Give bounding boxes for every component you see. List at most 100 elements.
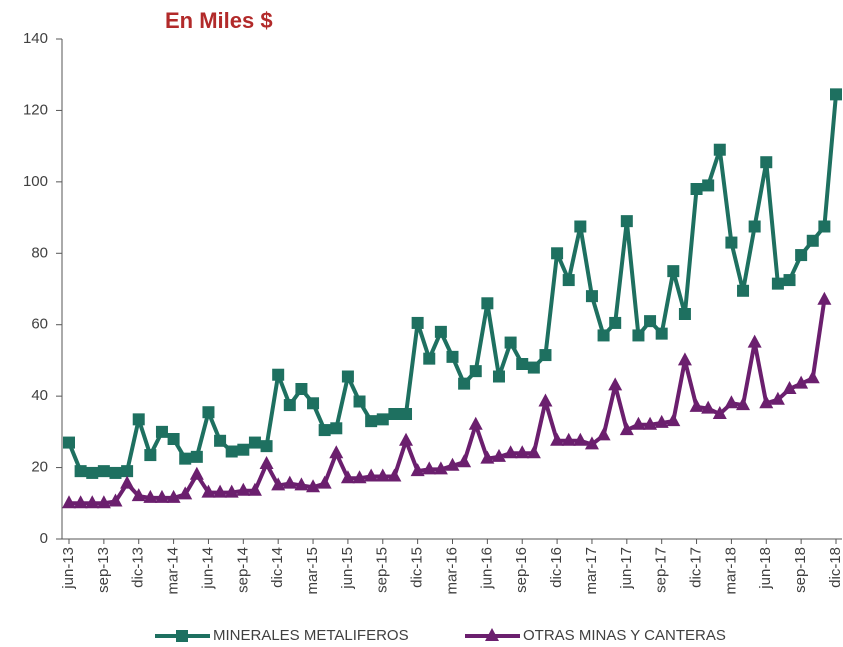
marker	[63, 436, 75, 449]
marker	[271, 477, 286, 491]
marker	[701, 400, 716, 414]
marker	[770, 391, 785, 405]
marker	[644, 315, 657, 328]
marker	[725, 236, 738, 249]
x-tick-label: mar-17	[583, 547, 600, 595]
x-tick-label: dic-17	[688, 547, 705, 588]
marker	[62, 495, 76, 509]
marker	[422, 461, 437, 475]
y-tick-label: 20	[31, 459, 48, 476]
x-tick-label: dic-15	[409, 547, 426, 588]
marker	[237, 443, 250, 456]
marker	[144, 449, 157, 462]
legend-label: MINERALES METALIFEROS	[213, 627, 409, 644]
marker	[667, 265, 680, 278]
marker	[445, 457, 460, 471]
marker	[492, 370, 505, 383]
marker	[677, 352, 692, 366]
marker	[596, 427, 611, 441]
marker	[120, 475, 135, 489]
marker	[713, 143, 726, 156]
marker	[481, 297, 494, 310]
marker	[132, 413, 145, 426]
marker	[515, 445, 530, 459]
y-tick-label: 100	[23, 173, 48, 190]
marker	[143, 489, 158, 503]
marker	[307, 397, 320, 410]
marker	[702, 179, 715, 192]
marker	[190, 450, 203, 463]
marker	[86, 466, 99, 479]
marker	[329, 445, 344, 459]
marker	[214, 434, 227, 447]
marker	[503, 445, 518, 459]
marker	[585, 290, 598, 303]
marker	[584, 436, 599, 450]
marker	[434, 325, 447, 338]
marker	[108, 493, 123, 507]
marker	[179, 452, 192, 465]
y-tick-label: 40	[31, 387, 48, 404]
marker	[620, 215, 633, 228]
marker	[690, 183, 703, 195]
marker	[155, 425, 168, 438]
marker	[689, 398, 704, 412]
marker	[516, 358, 529, 370]
marker	[666, 413, 681, 427]
marker	[260, 440, 273, 453]
marker	[318, 424, 331, 437]
marker	[609, 316, 622, 329]
x-tick-label: sep-18	[792, 547, 809, 593]
x-tick-label: jun-18	[757, 547, 774, 590]
marker	[294, 477, 309, 491]
marker	[85, 495, 100, 509]
x-tick-label: dic-18	[827, 547, 843, 588]
marker	[97, 465, 110, 478]
marker	[655, 327, 668, 340]
x-tick-label: mar-15	[304, 547, 321, 595]
marker	[539, 349, 552, 362]
marker	[330, 422, 343, 435]
marker	[526, 445, 541, 459]
marker	[96, 495, 111, 509]
marker	[306, 479, 321, 493]
marker	[340, 470, 355, 484]
marker	[201, 484, 216, 498]
marker	[480, 450, 495, 464]
marker	[109, 466, 122, 479]
marker	[259, 456, 274, 469]
marker	[178, 486, 193, 500]
marker	[759, 395, 774, 409]
marker	[551, 247, 564, 260]
marker	[121, 465, 134, 478]
marker	[643, 416, 658, 430]
marker	[794, 375, 809, 389]
x-tick-label: mar-18	[722, 547, 739, 595]
y-tick-label: 140	[23, 30, 48, 47]
marker	[364, 468, 379, 482]
marker	[224, 484, 239, 498]
marker	[341, 370, 354, 383]
x-tick-label: jun-17	[618, 547, 635, 590]
marker	[74, 465, 87, 478]
marker	[491, 448, 506, 462]
marker	[468, 416, 483, 430]
marker	[365, 415, 378, 428]
marker	[236, 482, 251, 496]
marker	[748, 220, 761, 233]
y-tick-label: 80	[31, 244, 48, 261]
marker	[805, 370, 820, 384]
marker	[388, 408, 401, 420]
chart-title: En Miles $	[165, 8, 273, 33]
x-tick-label: mar-14	[165, 547, 182, 595]
x-tick-label: mar-16	[443, 547, 460, 595]
marker	[458, 377, 471, 390]
marker	[282, 475, 297, 489]
marker	[724, 395, 739, 409]
x-tick-label: sep-13	[95, 547, 112, 593]
marker	[247, 482, 262, 496]
marker	[631, 416, 646, 430]
marker	[189, 466, 204, 480]
x-tick-label: jun-15	[339, 547, 356, 590]
